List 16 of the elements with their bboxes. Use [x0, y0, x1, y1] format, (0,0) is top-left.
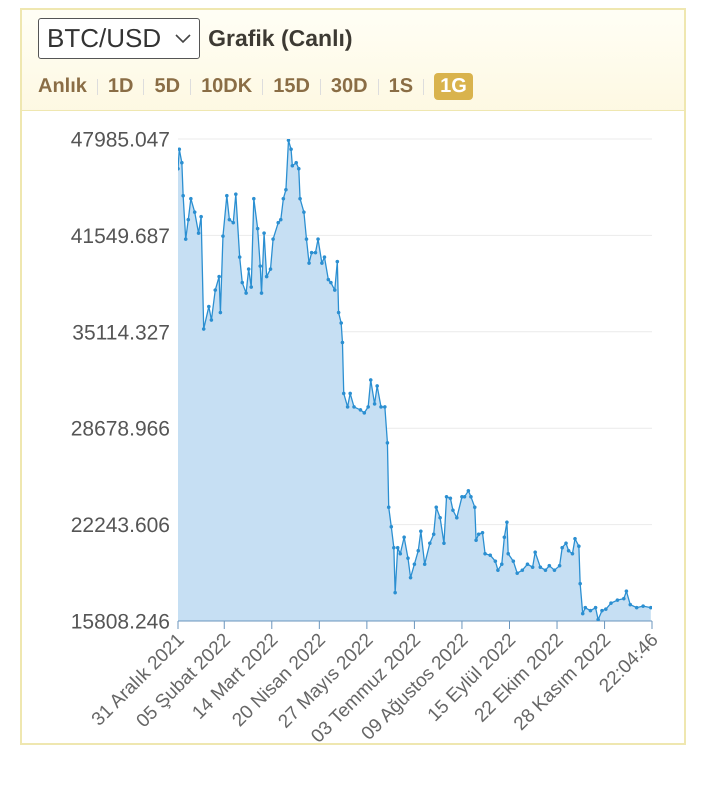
y-tick-label: 35114.327 [72, 321, 170, 344]
text: 1S [388, 75, 414, 98]
chart-title: Grafik (Canlı) [208, 25, 353, 52]
y-tick-label: 22243.606 [70, 514, 170, 538]
text: 1D [108, 75, 134, 98]
chart-subtitle: BTC/USD [47, 23, 162, 54]
text: 15D [273, 75, 310, 98]
text: 30D [330, 75, 368, 98]
text: Anlık [38, 75, 87, 98]
y-tick-label: 41549.687 [70, 224, 170, 248]
text: 1G [434, 73, 473, 100]
y-tick-label: 28678.966 [70, 418, 170, 441]
text: 10DK [201, 75, 252, 98]
y-tick-label: 15808.246 [70, 610, 170, 634]
y-tick-label: 47985.047 [70, 128, 170, 152]
text: 5D [154, 75, 180, 98]
